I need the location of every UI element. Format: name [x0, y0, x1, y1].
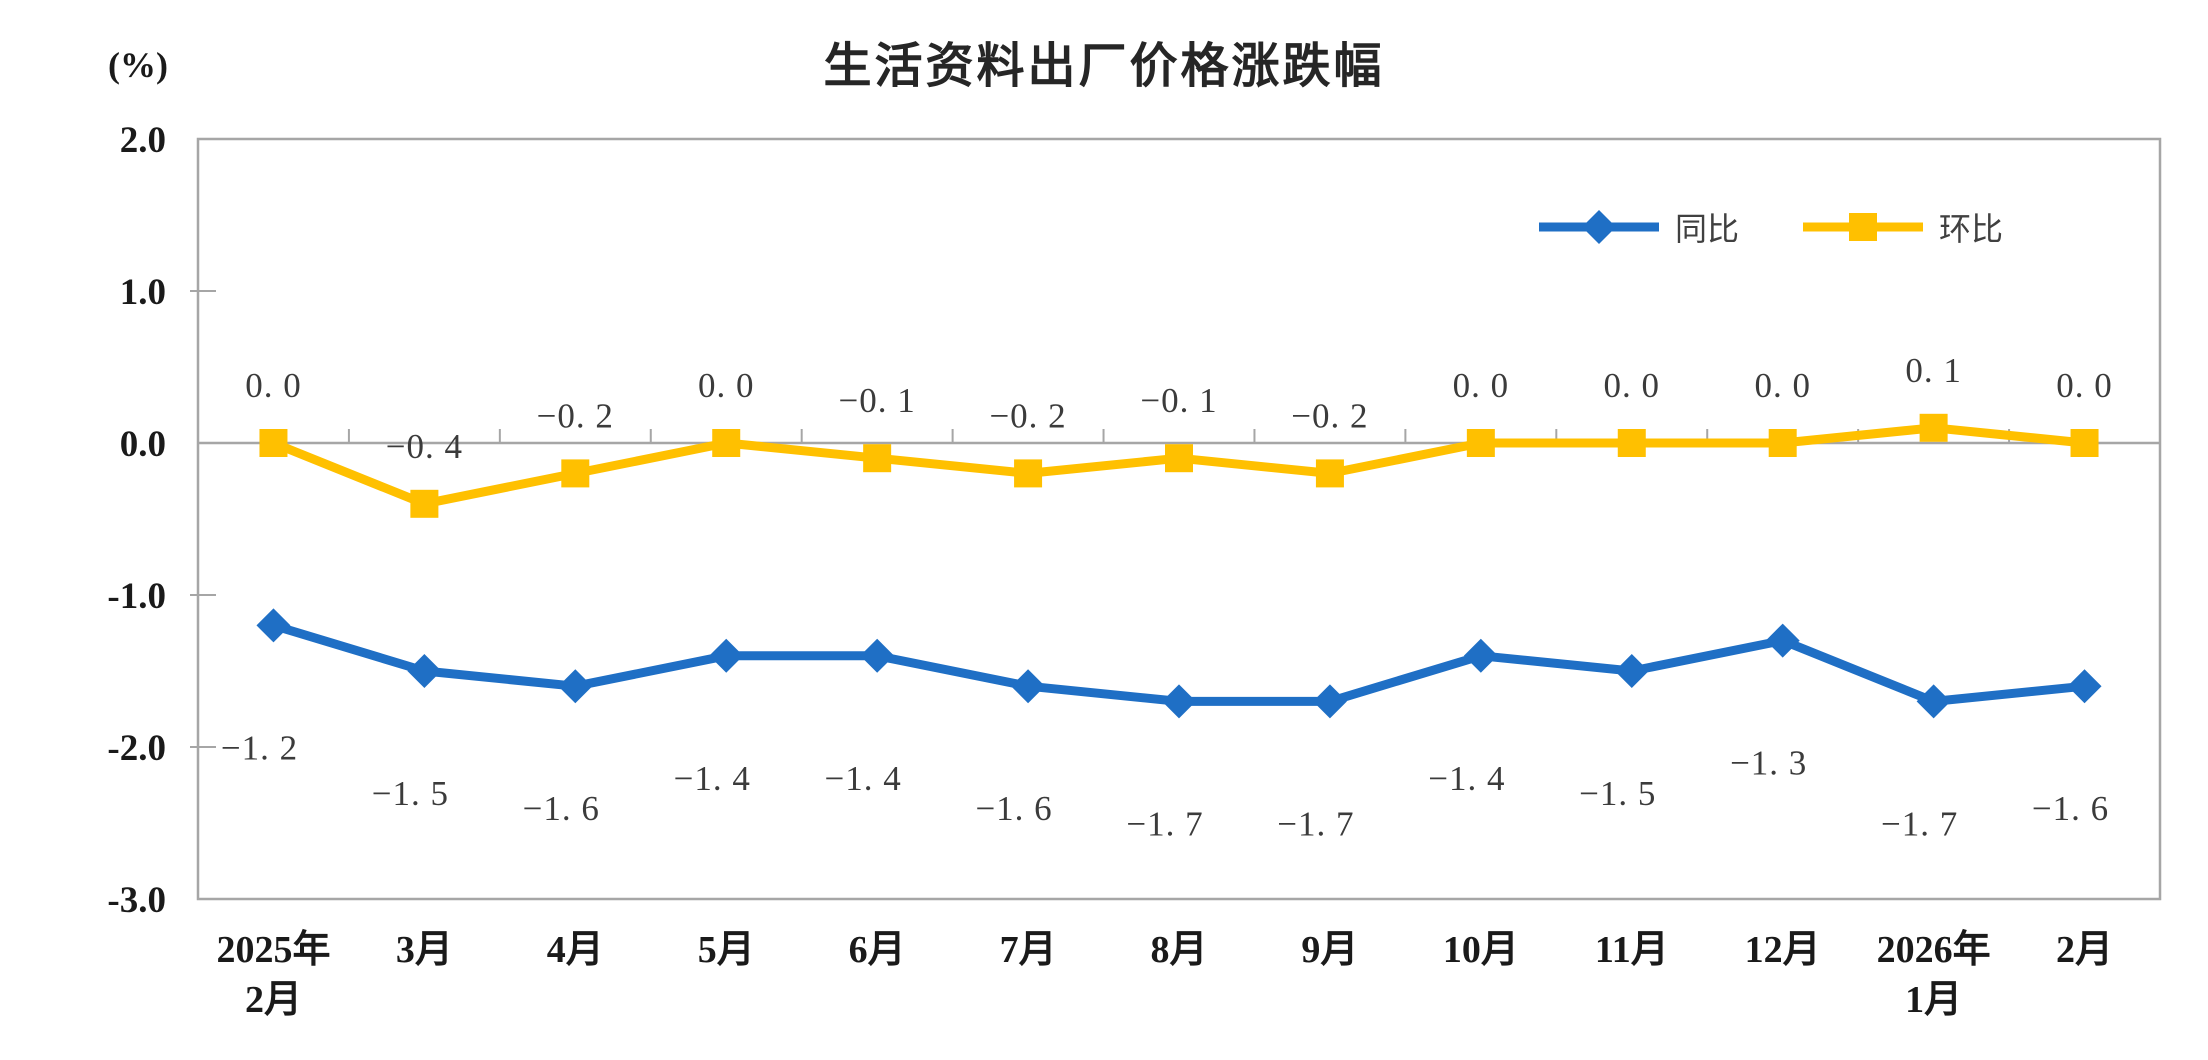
- yoy-data-label: −1. 4: [674, 759, 751, 798]
- y-axis-tick-label: -1.0: [107, 576, 166, 617]
- mom-data-label: 0. 0: [1604, 366, 1661, 405]
- mom-legend-swatch: [1803, 213, 1924, 241]
- yoy-data-label: −1. 7: [1126, 804, 1203, 843]
- yoy-data-label: −1. 5: [1579, 774, 1656, 813]
- x-axis-label: 5月: [698, 929, 755, 971]
- yoy-marker-diamond: [1916, 684, 1951, 719]
- legend-label-yoy: 同比: [1675, 211, 1740, 247]
- mom-data-label: −0. 4: [386, 427, 463, 466]
- x-axis-label: 2月: [2056, 929, 2113, 971]
- yoy-marker-diamond: [1463, 638, 1498, 673]
- yoy-marker-diamond: [709, 638, 744, 673]
- yoy-marker-diamond: [860, 638, 895, 673]
- legend-square-marker-icon: [1849, 213, 1878, 241]
- y-axis-tick-label: 0.0: [120, 424, 166, 465]
- mom-data-label: −0. 2: [989, 396, 1066, 435]
- mom-data-label: 0. 0: [245, 366, 302, 405]
- x-axis-label: 2月: [245, 979, 302, 1021]
- yoy-marker-diamond: [256, 608, 291, 643]
- mom-marker-square: [1768, 429, 1797, 457]
- yoy-data-label: −1. 7: [1881, 804, 1958, 843]
- yoy-marker-diamond: [558, 669, 593, 704]
- mom-data-label: −0. 2: [1291, 396, 1368, 435]
- x-axis-label: 7月: [1000, 929, 1057, 971]
- yoy-data-label: −1. 4: [1428, 759, 1505, 798]
- mom-data-label: 0. 0: [698, 366, 755, 405]
- yoy-data-label: −1. 7: [1277, 804, 1354, 843]
- legend-diamond-marker-icon: [1582, 210, 1616, 244]
- x-axis-label: 2025年: [216, 929, 330, 971]
- mom-marker-square: [712, 429, 741, 457]
- chart-title: 生活资料出厂价格涨跌幅: [823, 40, 1385, 93]
- y-axis-tick-label: -2.0: [107, 728, 166, 769]
- x-axis-label: 9月: [1301, 929, 1358, 971]
- mom-data-label: 0. 0: [2056, 366, 2113, 405]
- yoy-data-label: −1. 2: [221, 728, 298, 767]
- x-axis-label: 2026年: [1877, 929, 1991, 971]
- x-axis-label: 12月: [1745, 929, 1821, 971]
- x-axis-label: 11月: [1595, 929, 1669, 971]
- yoy-marker-diamond: [407, 654, 442, 688]
- mom-marker-square: [561, 459, 590, 488]
- x-axis-label: 4月: [547, 929, 604, 971]
- legend-label-mom: 环比: [1939, 211, 2004, 247]
- legend-item-yoy: 同比: [1537, 204, 1739, 250]
- legend-item-mom: 环比: [1801, 204, 2003, 250]
- mom-marker-square: [410, 489, 439, 518]
- mom-marker-square: [1617, 429, 1646, 457]
- mom-marker-square: [863, 444, 892, 473]
- yoy-data-label: −1. 4: [825, 759, 902, 798]
- x-axis-label: 1月: [1905, 979, 1962, 1021]
- y-axis-unit-label: (%): [108, 45, 168, 85]
- mom-data-label: 0. 1: [1905, 351, 1962, 390]
- yoy-marker-diamond: [1011, 669, 1046, 704]
- mom-data-label: −0. 1: [839, 381, 916, 420]
- mom-marker-square: [1919, 413, 1948, 442]
- mom-marker-square: [1014, 459, 1043, 488]
- yoy-data-label: −1. 5: [372, 774, 449, 813]
- x-axis-label: 3月: [396, 929, 453, 971]
- x-axis-label: 6月: [849, 929, 906, 971]
- x-axis-label: 10月: [1443, 929, 1519, 971]
- yoy-marker-diamond: [1614, 654, 1649, 688]
- legend: 同比 环比: [1537, 204, 2003, 250]
- plot-frame: [196, 137, 2162, 901]
- yoy-marker-diamond: [1312, 684, 1347, 719]
- x-axis-label: 8月: [1150, 929, 1207, 971]
- mom-marker-square: [1315, 459, 1344, 488]
- y-axis-tick-label: -3.0: [107, 880, 166, 921]
- yoy-data-label: −1. 6: [2032, 789, 2109, 828]
- mom-data-label: 0. 0: [1754, 366, 1811, 405]
- mom-marker-square: [2070, 429, 2099, 457]
- yoy-data-label: −1. 6: [975, 789, 1052, 828]
- mom-marker-square: [259, 429, 288, 457]
- y-axis-tick-label: 2.0: [120, 120, 166, 161]
- mom-data-label: 0. 0: [1453, 366, 1510, 405]
- yoy-data-label: −1. 6: [523, 789, 600, 828]
- yoy-marker-diamond: [2067, 669, 2102, 704]
- yoy-marker-diamond: [1162, 684, 1196, 719]
- mom-marker-square: [1165, 444, 1193, 473]
- mom-marker-square: [1466, 429, 1495, 457]
- yoy-legend-swatch: [1539, 210, 1659, 244]
- yoy-marker-diamond: [1765, 623, 1800, 658]
- mom-data-label: −0. 2: [537, 396, 614, 435]
- yoy-data-label: −1. 3: [1730, 744, 1807, 783]
- y-axis-tick-label: 1.0: [120, 272, 166, 313]
- mom-data-label: −0. 1: [1140, 381, 1217, 420]
